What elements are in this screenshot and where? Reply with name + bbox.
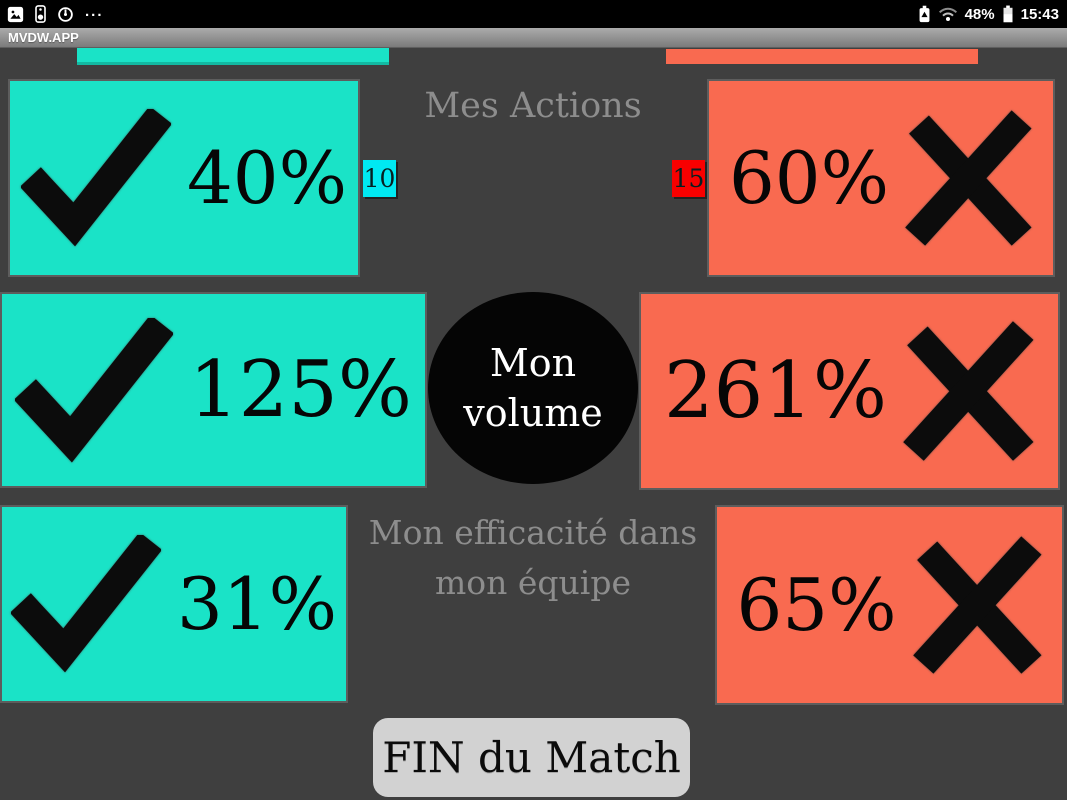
fail-efficiency-box[interactable]: 65% <box>715 505 1064 705</box>
success-volume-box[interactable]: 125% <box>0 292 427 488</box>
fail-volume-box[interactable]: 261% <box>639 292 1060 490</box>
actions-section-label: Mes Actions <box>424 86 642 126</box>
fail-actions-percent: 60% <box>728 136 890 220</box>
more-notifications-text: ... <box>85 2 104 20</box>
volume-label-text: Mon volume <box>463 341 603 435</box>
success-efficiency-percent: 31% <box>176 562 338 646</box>
app-title: MVDW.APP <box>8 30 79 45</box>
checkmark-icon <box>15 317 173 463</box>
success-actions-box[interactable]: 40% <box>8 79 360 277</box>
status-bar: ... 48% 15:43 <box>0 0 1067 28</box>
fail-efficiency-percent: 65% <box>736 563 897 647</box>
status-bar-notifications: ... <box>0 2 104 23</box>
fail-actions-box[interactable]: 60% <box>707 79 1055 277</box>
cross-icon <box>912 533 1043 677</box>
cross-icon <box>903 318 1035 464</box>
battery-saver-icon <box>918 5 931 23</box>
checkmark-icon <box>10 535 161 673</box>
battery-percent-text: 48% <box>964 5 995 23</box>
wifi-icon <box>938 6 958 22</box>
speaker-icon <box>35 5 46 23</box>
timer-icon <box>57 6 74 23</box>
clock-text: 15:43 <box>1020 5 1059 23</box>
fail-volume-percent: 261% <box>664 346 887 436</box>
cross-icon <box>905 107 1033 249</box>
success-efficiency-box[interactable]: 31% <box>0 505 348 703</box>
success-volume-percent: 125% <box>189 345 412 435</box>
status-bar-system: 48% 15:43 <box>918 5 1067 23</box>
battery-icon <box>1002 5 1014 23</box>
efficiency-section-label: Mon efficacité dans mon équipe <box>368 513 698 602</box>
end-match-button[interactable]: FIN du Match <box>373 718 690 797</box>
screenshot-icon <box>7 6 24 23</box>
clipped-fail-box-strip <box>666 49 978 64</box>
fail-count-badge: 15 <box>672 160 705 197</box>
volume-circle-label[interactable]: Mon volume <box>428 292 638 484</box>
checkmark-icon <box>20 109 171 247</box>
clipped-success-box-strip <box>77 48 389 65</box>
success-actions-percent: 40% <box>186 136 348 220</box>
success-count-badge: 10 <box>363 160 396 197</box>
app-bar: MVDW.APP <box>0 28 1067 48</box>
